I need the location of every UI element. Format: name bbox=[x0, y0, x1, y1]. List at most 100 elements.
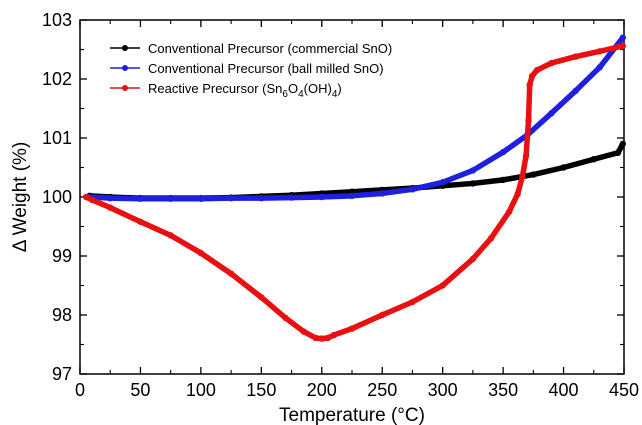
x-tick-label: 100 bbox=[186, 380, 216, 400]
data-point bbox=[137, 195, 144, 202]
data-point bbox=[227, 270, 235, 277]
data-point bbox=[525, 117, 532, 124]
x-axis-title: Temperature (°C) bbox=[279, 405, 425, 425]
data-point bbox=[379, 311, 386, 319]
data-point bbox=[514, 190, 521, 198]
data-point bbox=[596, 63, 604, 71]
legend-item-ball-milled: Conventional Precursor (ball milled SnO) bbox=[110, 61, 384, 76]
data-point bbox=[107, 204, 114, 211]
legend-swatch-marker bbox=[122, 65, 128, 71]
legend-label-part: Reactive Precursor (Sn bbox=[148, 81, 282, 96]
data-point bbox=[312, 334, 319, 342]
legend-label-subscript: 4 bbox=[332, 89, 338, 100]
data-series bbox=[82, 34, 626, 342]
data-point bbox=[528, 72, 536, 80]
series-line bbox=[86, 34, 626, 202]
data-point bbox=[519, 173, 526, 180]
data-point bbox=[197, 249, 205, 257]
data-point bbox=[348, 192, 356, 200]
legend-label: Conventional Precursor (ball milled SnO) bbox=[148, 61, 384, 76]
data-point bbox=[469, 180, 477, 187]
legend-label-part: (OH) bbox=[304, 81, 332, 96]
legend-label: Reactive Precursor (Sn6O4(OH)4) bbox=[148, 81, 342, 100]
data-point bbox=[619, 42, 626, 50]
data-point bbox=[572, 53, 579, 60]
series-2 bbox=[82, 42, 626, 342]
y-axis-title: Δ Weight (%) bbox=[10, 142, 31, 253]
data-point bbox=[469, 167, 477, 174]
y-tick-label: 100 bbox=[42, 187, 72, 207]
x-tick-label: 450 bbox=[609, 380, 639, 400]
data-point bbox=[526, 81, 533, 89]
data-point bbox=[197, 195, 205, 202]
data-point bbox=[409, 186, 416, 193]
data-point bbox=[619, 34, 626, 41]
data-point bbox=[614, 149, 622, 156]
data-point bbox=[548, 110, 555, 117]
data-point bbox=[409, 298, 416, 306]
data-point bbox=[167, 195, 174, 202]
data-point bbox=[505, 208, 513, 215]
x-tick-label: 250 bbox=[367, 380, 397, 400]
data-point bbox=[439, 282, 446, 289]
data-point bbox=[560, 164, 567, 171]
y-tick-label: 101 bbox=[42, 128, 72, 148]
y-tick-label: 99 bbox=[52, 246, 72, 266]
legend: Conventional Precursor (commercial SnO) … bbox=[110, 41, 392, 100]
data-point bbox=[619, 140, 626, 148]
legend-label-subscript: 4 bbox=[298, 89, 304, 100]
data-point bbox=[258, 194, 265, 202]
data-point bbox=[348, 325, 356, 332]
x-tick-label: 150 bbox=[246, 380, 276, 400]
x-tick-label: 0 bbox=[75, 380, 85, 400]
data-point bbox=[318, 335, 325, 342]
legend-label-subscript: 6 bbox=[282, 89, 288, 100]
data-point bbox=[324, 334, 332, 342]
data-point bbox=[282, 314, 289, 322]
data-point bbox=[439, 179, 446, 186]
data-point bbox=[499, 148, 507, 156]
legend-label-part: ) bbox=[337, 81, 341, 96]
data-point bbox=[137, 218, 144, 225]
x-tick-label: 200 bbox=[307, 380, 337, 400]
data-point bbox=[107, 194, 114, 202]
legend-label-part: O bbox=[288, 81, 298, 96]
data-point bbox=[499, 176, 507, 184]
y-tick-label: 103 bbox=[42, 10, 72, 30]
legend-label: Conventional Precursor (commercial SnO) bbox=[148, 41, 392, 56]
data-point bbox=[522, 152, 530, 159]
data-point bbox=[300, 328, 307, 335]
data-point bbox=[533, 66, 541, 74]
x-tick-label: 400 bbox=[549, 380, 579, 400]
legend-item-reactive: Reactive Precursor (Sn6O4(OH)4) bbox=[110, 81, 342, 100]
data-point bbox=[82, 193, 90, 201]
y-tick-label: 98 bbox=[52, 305, 72, 325]
data-point bbox=[379, 190, 386, 197]
data-point bbox=[318, 193, 325, 201]
y-tick-label: 102 bbox=[42, 69, 72, 89]
data-point bbox=[227, 194, 235, 202]
series-1 bbox=[86, 34, 626, 202]
data-point bbox=[88, 196, 96, 204]
data-point bbox=[596, 48, 604, 55]
data-point bbox=[330, 331, 338, 339]
legend-swatch-marker bbox=[122, 45, 128, 51]
data-point bbox=[469, 255, 477, 263]
legend-item-commercial: Conventional Precursor (commercial SnO) bbox=[110, 41, 392, 56]
x-tick-label: 50 bbox=[130, 380, 150, 400]
data-point bbox=[590, 156, 597, 163]
y-tick-label: 97 bbox=[52, 364, 72, 384]
x-tick-label: 350 bbox=[488, 380, 518, 400]
axis-ticks: 0 50 100 150 200 250 300 350 400 450 97 98 99 100 101 1… bbox=[42, 10, 639, 400]
x-tick-label: 300 bbox=[428, 380, 458, 400]
legend-swatch-marker bbox=[122, 85, 128, 91]
data-point bbox=[258, 294, 265, 301]
data-point bbox=[548, 59, 555, 67]
data-point bbox=[288, 194, 295, 201]
data-point bbox=[487, 235, 495, 242]
data-point bbox=[572, 87, 579, 95]
data-point bbox=[530, 171, 537, 178]
data-point bbox=[167, 232, 174, 239]
series-0 bbox=[86, 140, 626, 202]
